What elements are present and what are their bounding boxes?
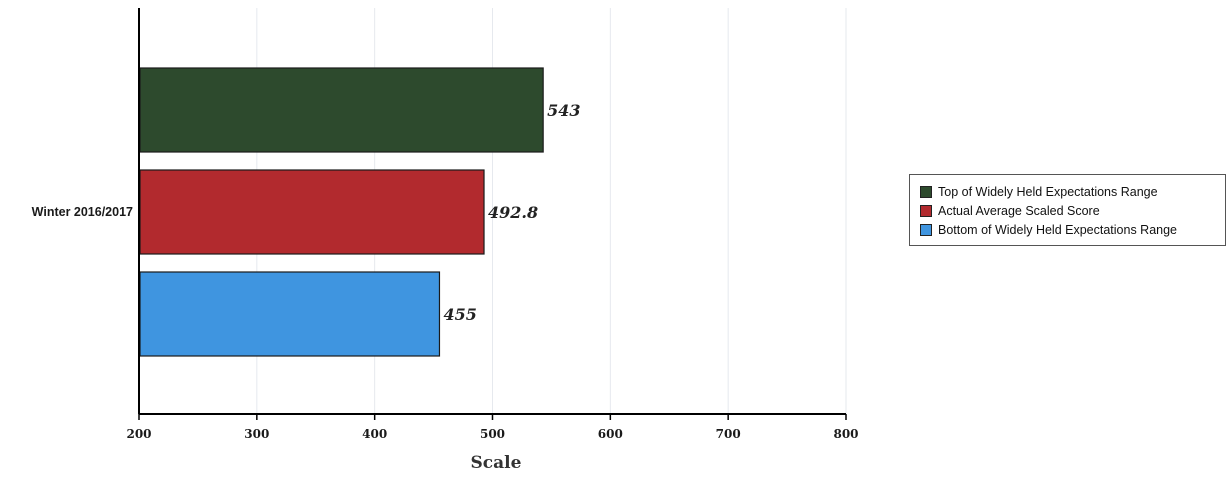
legend-swatch (920, 204, 932, 217)
value-labels: 543 492.8 455 (443, 101, 580, 324)
x-tick-label: 700 (716, 427, 741, 441)
data-label: 492.8 (488, 203, 538, 222)
x-tick-label: 300 (244, 427, 269, 441)
x-tick-label: 500 (480, 427, 505, 441)
bar-chart: 543 492.8 455 200 300 400 500 600 700 800 Winter… (32, 8, 859, 473)
legend-label: Actual Average Scaled Score (938, 203, 1100, 218)
bar (139, 169, 485, 255)
bars (139, 67, 544, 357)
category-label: Winter 2016/2017 (32, 205, 133, 219)
chart-area: 543 492.8 455 200 300 400 500 600 700 800 Winter… (32, 8, 859, 473)
x-tick-label: 800 (833, 427, 858, 441)
legend-item: Actual Average Scaled Score (920, 201, 1217, 220)
data-label: 543 (547, 101, 580, 120)
x-ticks: 200 300 400 500 600 700 800 (126, 414, 859, 441)
bar (139, 67, 544, 153)
legend-swatch (920, 185, 932, 198)
legend: Top of Widely Held Expectations Range Act… (909, 174, 1226, 246)
category-labels: Winter 2016/2017 (32, 205, 133, 219)
legend-label: Bottom of Widely Held Expectations Range (938, 222, 1178, 237)
x-tick-label: 400 (362, 427, 387, 441)
legend-swatch (920, 223, 932, 236)
bar (139, 271, 441, 357)
legend-item: Bottom of Widely Held Expectations Range (920, 220, 1217, 239)
x-tick-label: 600 (598, 427, 623, 441)
legend-label: Top of Widely Held Expectations Range (938, 184, 1158, 199)
x-axis-title: Scale (471, 453, 522, 473)
data-label: 455 (443, 305, 476, 324)
x-tick-label: 200 (126, 427, 151, 441)
legend-item: Top of Widely Held Expectations Range (920, 182, 1217, 201)
